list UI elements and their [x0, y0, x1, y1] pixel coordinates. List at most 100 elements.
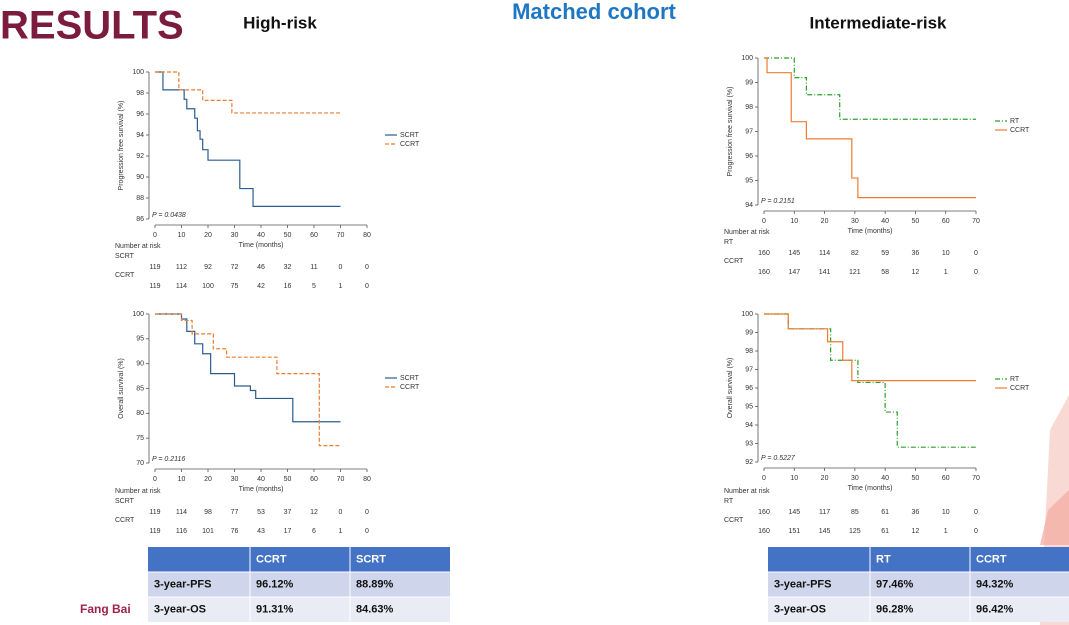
- risk-count: 125: [849, 528, 861, 535]
- x-tick-label: 30: [851, 475, 859, 482]
- y-tick-label: 94: [136, 132, 144, 139]
- y-tick-label: 98: [136, 90, 144, 97]
- risk-count: 1: [944, 269, 948, 276]
- x-tick-label: 70: [972, 475, 980, 482]
- risk-count: 12: [912, 528, 920, 535]
- table-cell: 94.32%: [976, 578, 1014, 590]
- risk-count: 114: [819, 250, 830, 257]
- risk-count: 1: [944, 528, 948, 535]
- risk-title: Number at risk: [115, 488, 161, 495]
- y-tick-label: 95: [745, 403, 753, 410]
- x-tick-label: 10: [178, 232, 186, 239]
- slide-title: RESULTS: [0, 4, 184, 48]
- table-cell: 3-year-PFS: [774, 578, 831, 590]
- decoration: [1040, 490, 1069, 545]
- risk-count: 116: [176, 528, 187, 535]
- risk-count: 82: [851, 250, 859, 257]
- risk-count: 92: [204, 264, 212, 271]
- legend-label: CCRT: [1010, 127, 1030, 134]
- y-tick-label: 100: [132, 311, 144, 318]
- survival-curve: [764, 57, 976, 199]
- y-tick-label: 100: [741, 55, 753, 62]
- survival-curve: [155, 313, 341, 447]
- y-tick-label: 90: [136, 361, 144, 368]
- risk-count: 145: [788, 250, 800, 257]
- risk-count: 119: [149, 528, 160, 535]
- table-header: [768, 547, 1069, 572]
- x-tick-label: 50: [912, 475, 920, 482]
- risk-count: 0: [974, 528, 978, 535]
- subtitle: Matched cohort: [512, 0, 676, 24]
- table-row: [768, 597, 1069, 622]
- y-tick-label: 100: [741, 311, 753, 318]
- y-tick-label: 85: [136, 385, 144, 392]
- author: Fang Bai: [80, 602, 131, 616]
- header-cell: SCRT: [356, 553, 386, 565]
- risk-count: 0: [974, 269, 978, 276]
- risk-count: 11: [310, 264, 317, 271]
- x-tick-label: 80: [363, 476, 371, 483]
- x-tick-label: 0: [153, 232, 157, 239]
- table-cell: 3-year-OS: [154, 603, 206, 615]
- table-header: [148, 547, 450, 572]
- risk-count: 101: [202, 528, 214, 535]
- y-tick-label: 96: [136, 111, 144, 118]
- survival-curve: [155, 71, 341, 114]
- risk-count: 10: [942, 509, 950, 516]
- x-tick-label: 50: [912, 218, 920, 225]
- legend-label: SCRT: [400, 132, 420, 139]
- x-tick-label: 30: [231, 476, 239, 483]
- survival-curve: [155, 71, 341, 207]
- y-tick-label: 99: [745, 79, 753, 86]
- x-tick-label: 60: [942, 475, 950, 482]
- risk-group: RT: [724, 239, 734, 246]
- risk-group: SCRT: [115, 498, 135, 505]
- risk-count: 0: [365, 509, 369, 516]
- risk-count: 75: [231, 283, 239, 290]
- risk-count: 5: [312, 283, 316, 290]
- risk-count: 72: [231, 264, 239, 271]
- y-tick-label: 80: [136, 410, 144, 417]
- p-value: P = 0.2151: [761, 198, 795, 205]
- risk-count: 0: [365, 528, 369, 535]
- x-tick-label: 40: [881, 475, 889, 482]
- table-cell: 96.12%: [256, 578, 294, 590]
- risk-group: CCRT: [724, 517, 744, 524]
- x-tick-label: 50: [284, 232, 292, 239]
- risk-count: 160: [758, 528, 770, 535]
- risk-count: 160: [758, 269, 770, 276]
- risk-count: 0: [974, 250, 978, 257]
- x-tick-label: 70: [337, 232, 345, 239]
- survival-curve: [764, 313, 976, 448]
- y-tick-label: 98: [745, 104, 753, 111]
- y-axis-label: Overall survival (%): [118, 358, 125, 419]
- risk-count: 43: [257, 528, 265, 535]
- p-value: P = 0.2116: [152, 456, 185, 463]
- table-cell: 96.28%: [876, 603, 914, 615]
- risk-count: 37: [284, 509, 292, 516]
- x-tick-label: 70: [337, 476, 345, 483]
- x-axis-label: Time (months): [239, 486, 284, 493]
- x-tick-label: 20: [204, 232, 212, 239]
- y-tick-label: 75: [136, 435, 144, 442]
- table-row: [148, 572, 450, 597]
- x-tick-label: 10: [790, 218, 798, 225]
- y-tick-label: 93: [745, 440, 753, 447]
- risk-count: 1: [339, 528, 343, 535]
- risk-group: CCRT: [115, 272, 135, 279]
- x-tick-label: 60: [310, 232, 318, 239]
- header-cell: CCRT: [256, 553, 287, 565]
- risk-count: 145: [819, 528, 831, 535]
- table-row: [148, 597, 450, 622]
- table-cell: 97.46%: [876, 578, 914, 590]
- risk-count: 36: [912, 250, 920, 257]
- risk-group: SCRT: [115, 253, 135, 260]
- x-tick-label: 20: [821, 218, 829, 225]
- x-tick-label: 10: [178, 476, 186, 483]
- x-tick-label: 0: [762, 218, 766, 225]
- risk-count: 145: [788, 509, 800, 516]
- risk-count: 0: [339, 509, 343, 516]
- table-cell: 3-year-OS: [774, 603, 826, 615]
- x-tick-label: 80: [363, 232, 371, 239]
